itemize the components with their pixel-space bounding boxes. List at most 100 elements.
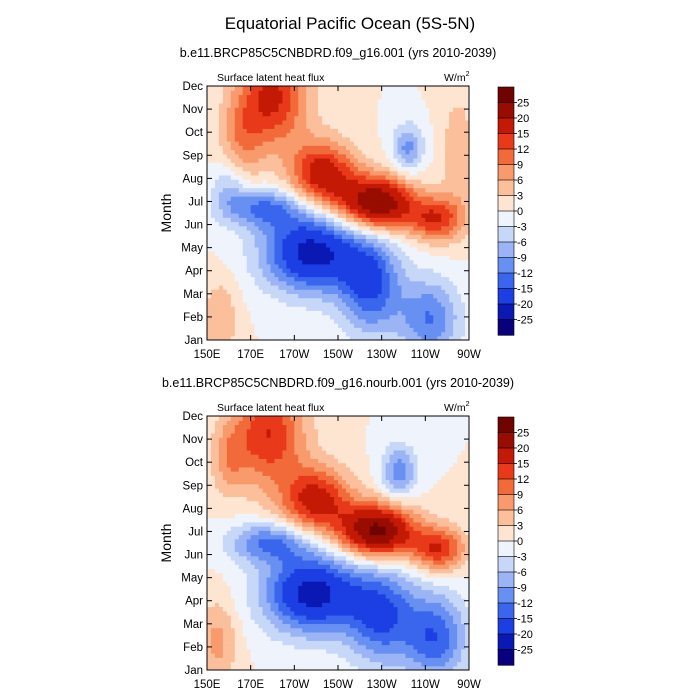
heatmap-cell bbox=[258, 141, 264, 146]
heatmap-cell bbox=[234, 221, 240, 227]
heatmap-cell bbox=[361, 251, 367, 256]
heatmap-cell bbox=[210, 141, 216, 146]
heatmap-cell bbox=[210, 263, 216, 269]
heatmap-cell bbox=[258, 526, 264, 531]
heatmap-cell bbox=[246, 102, 252, 108]
heatmap-cell bbox=[338, 183, 343, 189]
heatmap-cell bbox=[250, 314, 256, 320]
heatmap-cell bbox=[298, 174, 303, 180]
heatmap-cell bbox=[409, 284, 415, 290]
heatmap-cell bbox=[453, 149, 458, 155]
heatmap-cell bbox=[457, 107, 462, 112]
heatmap-cell bbox=[302, 208, 307, 214]
heatmap-cell bbox=[322, 98, 327, 104]
heatmap-cell bbox=[389, 314, 395, 320]
heatmap-cell bbox=[437, 149, 442, 155]
heatmap-cell bbox=[441, 213, 446, 218]
heatmap-cell bbox=[453, 102, 458, 108]
heatmap-cell bbox=[425, 149, 430, 155]
heatmap-cell bbox=[238, 454, 244, 459]
heatmap-cell bbox=[369, 297, 375, 303]
heatmap-cell bbox=[429, 141, 434, 146]
heatmap-cell bbox=[389, 149, 395, 155]
heatmap-cell bbox=[207, 136, 212, 142]
heatmap-cell bbox=[230, 636, 236, 641]
heatmap-cell bbox=[242, 242, 248, 248]
heatmap-cell bbox=[262, 272, 268, 278]
heatmap-cell bbox=[310, 246, 315, 252]
heatmap-cell bbox=[381, 208, 387, 214]
heatmap-cell bbox=[381, 179, 387, 184]
heatmap-cell bbox=[345, 259, 351, 265]
heatmap-cell bbox=[210, 581, 216, 586]
heatmap-cell bbox=[318, 318, 323, 324]
heatmap-cell bbox=[214, 602, 220, 608]
heatmap-cell bbox=[365, 284, 371, 290]
heatmap-cell bbox=[413, 149, 418, 155]
heatmap-cell bbox=[330, 255, 335, 261]
heatmap-cell bbox=[441, 183, 446, 189]
heatmap-cell bbox=[266, 204, 272, 210]
heatmap-cell bbox=[322, 268, 327, 273]
heatmap-cell bbox=[218, 145, 224, 151]
heatmap-cell bbox=[222, 657, 228, 663]
heatmap-cell bbox=[413, 314, 418, 320]
heatmap-cell bbox=[381, 225, 387, 231]
heatmap-cell bbox=[433, 331, 438, 337]
heatmap-cell bbox=[369, 263, 375, 269]
heatmap-cell bbox=[353, 170, 359, 176]
heatmap-cell bbox=[397, 107, 403, 112]
heatmap-cell bbox=[286, 153, 291, 159]
heatmap-cell bbox=[230, 517, 236, 523]
heatmap-cell bbox=[246, 441, 252, 447]
heatmap-cell bbox=[290, 310, 295, 316]
heatmap-cell bbox=[230, 602, 236, 608]
heatmap-cell bbox=[266, 487, 272, 493]
heatmap-cell bbox=[330, 174, 335, 180]
heatmap-cell bbox=[345, 115, 351, 121]
heatmap-cell bbox=[377, 174, 383, 180]
heatmap-cell bbox=[238, 606, 244, 612]
heatmap-cell bbox=[210, 547, 216, 553]
heatmap-cell bbox=[314, 132, 319, 138]
heatmap-cell bbox=[341, 128, 347, 134]
heatmap-cell bbox=[373, 149, 379, 155]
heatmap-cell bbox=[425, 268, 430, 273]
heatmap-cell bbox=[262, 538, 268, 544]
heatmap-cell bbox=[349, 119, 355, 125]
heatmap-cell bbox=[397, 314, 403, 320]
heatmap-cell bbox=[401, 153, 407, 159]
heatmap-cell bbox=[254, 496, 260, 502]
heatmap-cell bbox=[381, 115, 387, 121]
heatmap-cell bbox=[377, 204, 383, 210]
heatmap-cell bbox=[238, 526, 244, 531]
heatmap-cell bbox=[214, 157, 220, 163]
heatmap-cell bbox=[465, 213, 469, 218]
heatmap-cell bbox=[318, 242, 323, 248]
heatmap-cell bbox=[322, 217, 327, 223]
heatmap-cell bbox=[373, 310, 379, 316]
heatmap-cell bbox=[242, 183, 248, 189]
heatmap-cell bbox=[397, 86, 403, 91]
heatmap-cell bbox=[207, 301, 212, 307]
heatmap-cell bbox=[457, 86, 462, 91]
heatmap-cell bbox=[433, 162, 438, 168]
heatmap-cell bbox=[381, 166, 387, 172]
heatmap-cell bbox=[385, 310, 391, 316]
heatmap-cell bbox=[330, 204, 335, 210]
heatmap-cell bbox=[282, 242, 287, 248]
heatmap-cell bbox=[314, 187, 319, 193]
heatmap-cell bbox=[210, 90, 216, 96]
heatmap-cell bbox=[222, 297, 228, 303]
heatmap-cell bbox=[381, 255, 387, 261]
heatmap-cell bbox=[270, 327, 276, 333]
heatmap-cell bbox=[449, 102, 454, 108]
heatmap-cell bbox=[230, 526, 236, 531]
heatmap-cell bbox=[326, 251, 331, 256]
heatmap-cell bbox=[310, 98, 315, 104]
heatmap-cell bbox=[306, 229, 311, 235]
heatmap-cell bbox=[266, 242, 272, 248]
heatmap-cell bbox=[330, 153, 335, 159]
heatmap-cell bbox=[465, 225, 469, 231]
heatmap-cell bbox=[465, 141, 469, 146]
